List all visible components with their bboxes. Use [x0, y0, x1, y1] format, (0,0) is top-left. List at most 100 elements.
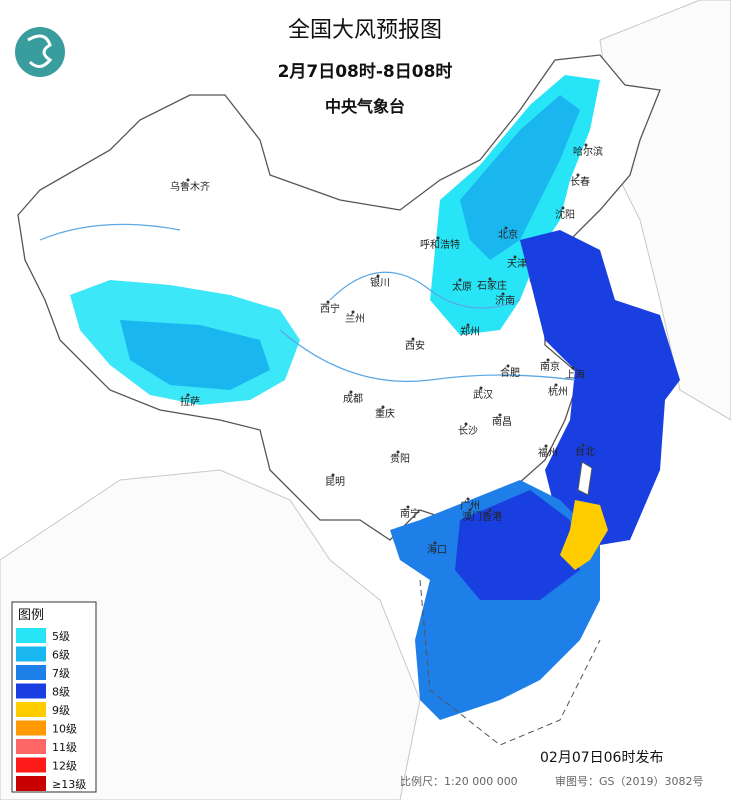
city-label: 贵阳	[390, 452, 410, 465]
legend-swatch	[16, 646, 46, 662]
city-dot	[396, 450, 400, 454]
city-dot	[331, 473, 335, 477]
city-dot	[466, 323, 470, 327]
river	[39, 223, 181, 241]
river	[279, 329, 576, 383]
city-label: 长春	[570, 176, 590, 188]
city-dot	[554, 383, 558, 387]
city-dot	[326, 300, 330, 304]
city-dot	[504, 226, 508, 230]
legend-label: 11级	[52, 741, 77, 754]
city-dot	[498, 413, 502, 417]
city-dot	[349, 390, 353, 394]
city-label: 哈尔滨	[573, 145, 603, 158]
city-dot	[351, 310, 355, 314]
logo-mark	[27, 34, 53, 68]
city-label: 石家庄	[477, 279, 507, 292]
legend-label: 5级	[52, 630, 70, 643]
legend-label: 10级	[52, 723, 77, 736]
city-dot	[406, 505, 410, 509]
city-label: 武汉	[473, 388, 493, 401]
city-label: 南京	[540, 360, 560, 373]
city-dot	[433, 541, 437, 545]
city-label: 台北	[575, 445, 595, 458]
city-dot	[479, 386, 483, 390]
approval: 审图号：GS（2019）3082号	[555, 774, 704, 788]
city-label: 上海	[565, 368, 585, 381]
legend-title: 图例	[18, 608, 44, 623]
wind-area-9	[560, 500, 608, 570]
legend-swatch	[16, 739, 46, 754]
city-label: 天津	[507, 258, 527, 270]
city-dot	[376, 274, 380, 278]
city-label: 乌鲁木齐	[170, 180, 210, 193]
city-label: 郑州	[460, 325, 480, 338]
city-label: 西宁	[320, 302, 340, 315]
legend-label: 6级	[52, 649, 70, 662]
legend-label: 9级	[52, 704, 70, 717]
city-label: 广州	[460, 500, 480, 512]
city-dot	[458, 278, 462, 282]
legend-swatch	[16, 757, 46, 773]
city-label: 兰州	[345, 312, 365, 325]
city-label: 南昌	[492, 415, 512, 428]
city-label: 长沙	[458, 425, 478, 437]
city-dot	[464, 422, 468, 426]
city-label: 合肥	[500, 366, 520, 379]
city-label: 杭州	[548, 385, 568, 398]
taiwan	[577, 461, 593, 496]
city-dot	[544, 444, 548, 448]
legend-swatch	[16, 702, 46, 717]
legend-swatch	[16, 683, 46, 699]
legend-swatch	[16, 720, 46, 736]
city-label: 呼和浩特	[420, 239, 460, 251]
city-label: 太原	[452, 280, 472, 293]
city-dot	[501, 292, 505, 296]
wind-area-6	[120, 320, 270, 390]
city-dot	[488, 277, 492, 281]
city-label: 福州	[538, 446, 558, 459]
city-label: 北京	[498, 228, 518, 241]
city-dot	[468, 508, 472, 512]
legend-items: 5级 6级 7级 8级 9级 10级 11级 12级 ≥13级	[16, 628, 86, 791]
city-label: 拉萨	[180, 395, 200, 408]
city-label: 银川	[370, 276, 390, 289]
legend-label: 8级	[52, 686, 70, 699]
city-dot	[436, 236, 440, 240]
legend-swatch	[16, 628, 46, 643]
city-dot	[576, 173, 580, 177]
city-label: 济南	[495, 294, 515, 307]
period: 2月7日08时-8日08时	[278, 62, 453, 82]
city-label: 南宁	[400, 507, 420, 520]
city-dot	[411, 337, 415, 341]
issuer: 中央气象台	[325, 97, 405, 116]
city-dot	[513, 255, 517, 259]
legend-label: 12级	[52, 760, 77, 773]
city-dot	[186, 393, 190, 397]
city-dot	[561, 206, 565, 210]
city-dot	[381, 405, 385, 409]
city-label: 香港	[482, 511, 502, 523]
legend-label: 7级	[52, 667, 70, 680]
city-label: 澳门	[462, 510, 482, 523]
city-dot	[488, 508, 492, 512]
city-dot	[506, 364, 510, 368]
city-label: 西安	[405, 339, 425, 352]
published: 02月07日06时发布	[540, 750, 663, 766]
legend-label: ≥13级	[52, 778, 86, 791]
river	[329, 271, 521, 309]
legend-swatch	[16, 776, 46, 791]
city-dot	[466, 497, 470, 501]
logo	[15, 27, 65, 77]
wind-area-8	[520, 230, 680, 545]
city-label: 昆明	[325, 476, 345, 488]
sea-boundary	[419, 579, 601, 746]
city-dot	[584, 143, 588, 147]
city-label: 沈阳	[555, 208, 575, 221]
wind-area-6	[460, 95, 580, 260]
city-label: 海口	[427, 543, 447, 556]
wind-area-8	[455, 490, 580, 600]
city-label: 重庆	[375, 407, 395, 420]
